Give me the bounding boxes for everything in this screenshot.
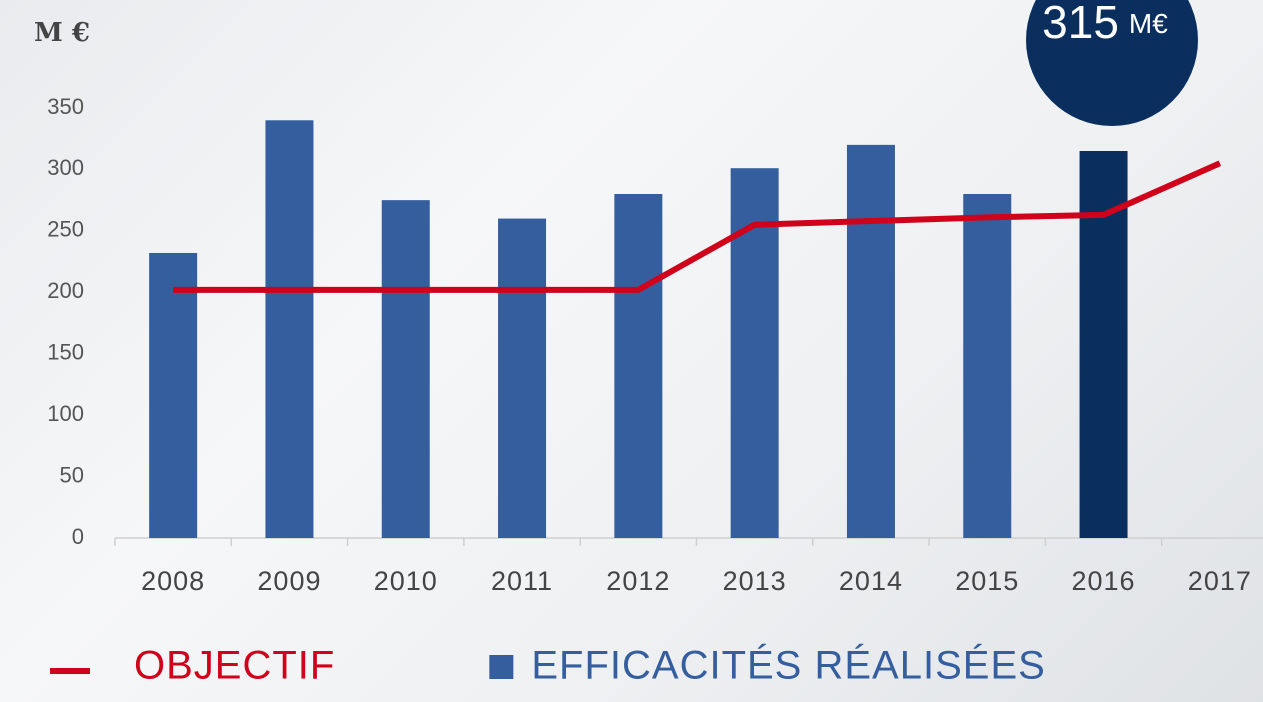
y-tick-label: 300 bbox=[47, 155, 84, 180]
x-tick-label: 2012 bbox=[606, 566, 670, 596]
legend-swatch bbox=[50, 668, 90, 674]
bar bbox=[149, 253, 197, 538]
x-tick-label: 2017 bbox=[1188, 566, 1252, 596]
bar bbox=[498, 219, 546, 538]
y-axis-label: M € bbox=[34, 18, 90, 48]
x-tick-label: 2009 bbox=[257, 566, 321, 596]
x-tick-label: 2014 bbox=[839, 566, 903, 596]
bar bbox=[265, 120, 313, 538]
legend-label: OBJECTIF bbox=[134, 644, 335, 688]
x-tick-label: 2010 bbox=[374, 566, 438, 596]
bar bbox=[614, 194, 662, 538]
bar bbox=[847, 145, 895, 538]
x-tick-label: 2013 bbox=[723, 566, 787, 596]
y-tick-label: 150 bbox=[47, 340, 84, 365]
bar bbox=[382, 200, 430, 538]
legend-label: EFFICACITÉS RÉALISÉES bbox=[531, 643, 1045, 688]
y-tick-label: 200 bbox=[47, 278, 84, 303]
y-tick-label: 0 bbox=[72, 524, 84, 549]
x-tick-label: 2008 bbox=[141, 566, 205, 596]
callout-value: 315 bbox=[1042, 0, 1119, 48]
chart: M € 0 50 100 150 200 250 300 350 2008 2009 2010 201… bbox=[0, 0, 1263, 702]
y-tick-label: 350 bbox=[47, 94, 84, 119]
y-tick-label: 100 bbox=[47, 401, 84, 426]
y-tick-label: 50 bbox=[60, 462, 84, 487]
y-tick-label: 250 bbox=[47, 217, 84, 242]
x-tick-label: 2015 bbox=[955, 566, 1019, 596]
x-tick-label: 2011 bbox=[491, 566, 553, 596]
legend-swatch bbox=[489, 655, 513, 679]
line bbox=[173, 163, 1220, 290]
bar bbox=[963, 194, 1011, 538]
callout-unit: M€ bbox=[1129, 8, 1168, 39]
x-tick-label: 2016 bbox=[1072, 566, 1136, 596]
